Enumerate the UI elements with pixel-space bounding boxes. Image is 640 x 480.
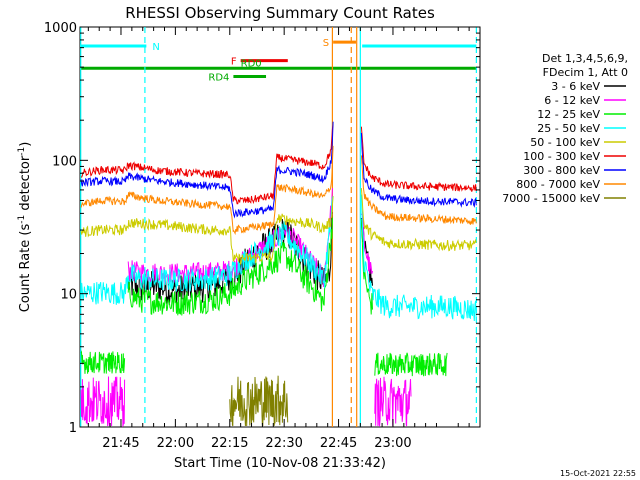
legend-label-50-100-kev: 50 - 100 keV <box>530 136 600 149</box>
legend-header-2: FDecim 1, Att 0 <box>543 66 628 79</box>
series-line-12-25-kev <box>360 218 373 315</box>
legend-label-800-7000-kev: 800 - 7000 keV <box>516 178 600 191</box>
legend-header-1: Det 1,3,4,5,6,9, <box>542 52 628 65</box>
legend-label-25-50-kev: 25 - 50 keV <box>537 122 600 135</box>
footer-timestamp: 15-Oct-2021 22:55 <box>560 469 636 478</box>
series-line-300-800-kev <box>80 121 334 219</box>
flag-layer: N S F RD0 RD4 <box>80 38 477 84</box>
legend-label-300-800-kev: 300 - 800 keV <box>523 164 600 177</box>
series-line-100-300-kev <box>360 126 477 193</box>
legend: Det 1,3,4,5,6,9, FDecim 1, Att 0 3 - 6 k… <box>502 52 628 205</box>
x-tick-label: 22:45 <box>320 436 357 451</box>
y-axis-label: Count Rate (s-1 detector-1) <box>17 142 33 313</box>
y-axis-label-part1: Count Rate (s <box>18 224 33 313</box>
series-line-50-100-kev <box>360 188 477 252</box>
series-line-800-7000-kev <box>360 155 477 225</box>
series-burst-6-12-kev <box>374 376 412 428</box>
flag-label-n: N <box>152 42 159 53</box>
series-line-12-25-kev <box>127 217 333 316</box>
series-burst-6-12-kev <box>80 376 126 428</box>
flag-label-s: S <box>323 38 329 49</box>
series-line-100-300-kev <box>80 124 334 205</box>
y-axis-label-sup1: -1 <box>17 215 27 224</box>
series-line-300-800-kev <box>360 132 477 208</box>
y-axis-label-part2: detector <box>18 155 33 215</box>
y-tick-label: 1 <box>69 421 77 436</box>
legend-label-3-6-kev: 3 - 6 keV <box>551 80 600 93</box>
x-tick-label: 22:00 <box>157 436 194 451</box>
y-axis-label-part3: ) <box>18 142 33 147</box>
x-tick-label: 22:30 <box>265 436 302 451</box>
chart-title: RHESSI Observing Summary Count Rates <box>125 4 435 22</box>
y-tick-label: 1000 <box>44 21 77 36</box>
y-axis-label-sup2: -1 <box>17 147 27 156</box>
series-line-25-50-kev <box>360 194 477 322</box>
series-line-800-7000-kev <box>80 145 334 236</box>
y-tick-label: 100 <box>52 154 77 169</box>
series-line-50-100-kev <box>80 196 334 266</box>
series-burst-7000-15000-kev <box>229 375 289 427</box>
x-tick-label: 21:45 <box>102 436 139 451</box>
legend-label-12-25-kev: 12 - 25 keV <box>537 108 600 121</box>
plot-area <box>79 26 481 428</box>
series-burst-12-25-kev <box>374 352 448 377</box>
flag-label-rd0: RD0 <box>241 58 262 69</box>
x-tick-label: 23:00 <box>374 436 411 451</box>
legend-label-100-300-kev: 100 - 300 keV <box>523 150 600 163</box>
flag-label-f: F <box>231 57 237 68</box>
legend-label-7000-15000-kev: 7000 - 15000 keV <box>502 192 600 205</box>
flag-label-rd4: RD4 <box>208 73 229 84</box>
series-line-25-50-kev <box>80 195 334 305</box>
x-tick-label: 22:15 <box>211 436 248 451</box>
series-burst-12-25-kev <box>80 350 126 374</box>
series-line-6-12-kev <box>360 210 373 274</box>
y-tick-label: 10 <box>60 288 77 303</box>
x-axis-label: Start Time (10-Nov-08 21:33:42) <box>174 456 386 471</box>
series-layer <box>80 121 477 428</box>
legend-label-6-12-kev: 6 - 12 keV <box>544 94 600 107</box>
axis-layer: 1 10 100 1000 21:45 22:00 22:15 22:30 22:45 23:00 <box>44 21 480 451</box>
